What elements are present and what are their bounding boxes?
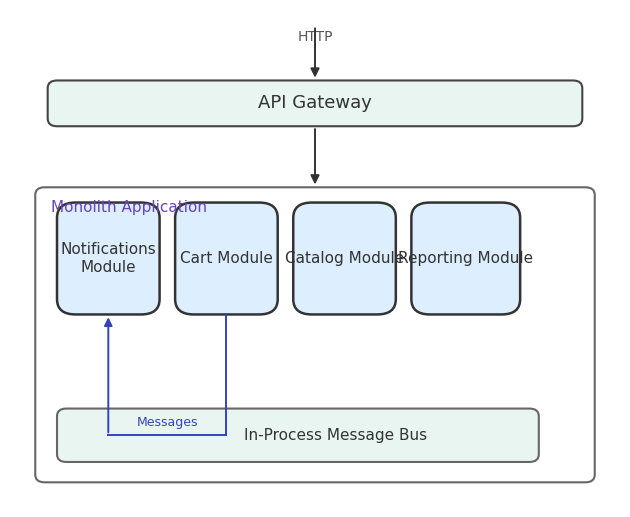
Text: API Gateway: API Gateway xyxy=(258,95,372,112)
Text: In-Process Message Bus: In-Process Message Bus xyxy=(244,428,427,443)
Text: Reporting Module: Reporting Module xyxy=(398,251,534,266)
Text: Monolith Application: Monolith Application xyxy=(51,200,207,215)
FancyBboxPatch shape xyxy=(57,203,159,314)
Text: Messages: Messages xyxy=(137,416,198,429)
Text: HTTP: HTTP xyxy=(297,30,333,44)
Text: Notifications
Module: Notifications Module xyxy=(60,242,156,275)
FancyBboxPatch shape xyxy=(48,81,582,126)
Text: Cart Module: Cart Module xyxy=(180,251,273,266)
FancyBboxPatch shape xyxy=(175,203,278,314)
FancyBboxPatch shape xyxy=(35,187,595,482)
FancyBboxPatch shape xyxy=(57,408,539,462)
Text: Catalog Module: Catalog Module xyxy=(285,251,404,266)
FancyBboxPatch shape xyxy=(293,203,396,314)
FancyBboxPatch shape xyxy=(411,203,520,314)
